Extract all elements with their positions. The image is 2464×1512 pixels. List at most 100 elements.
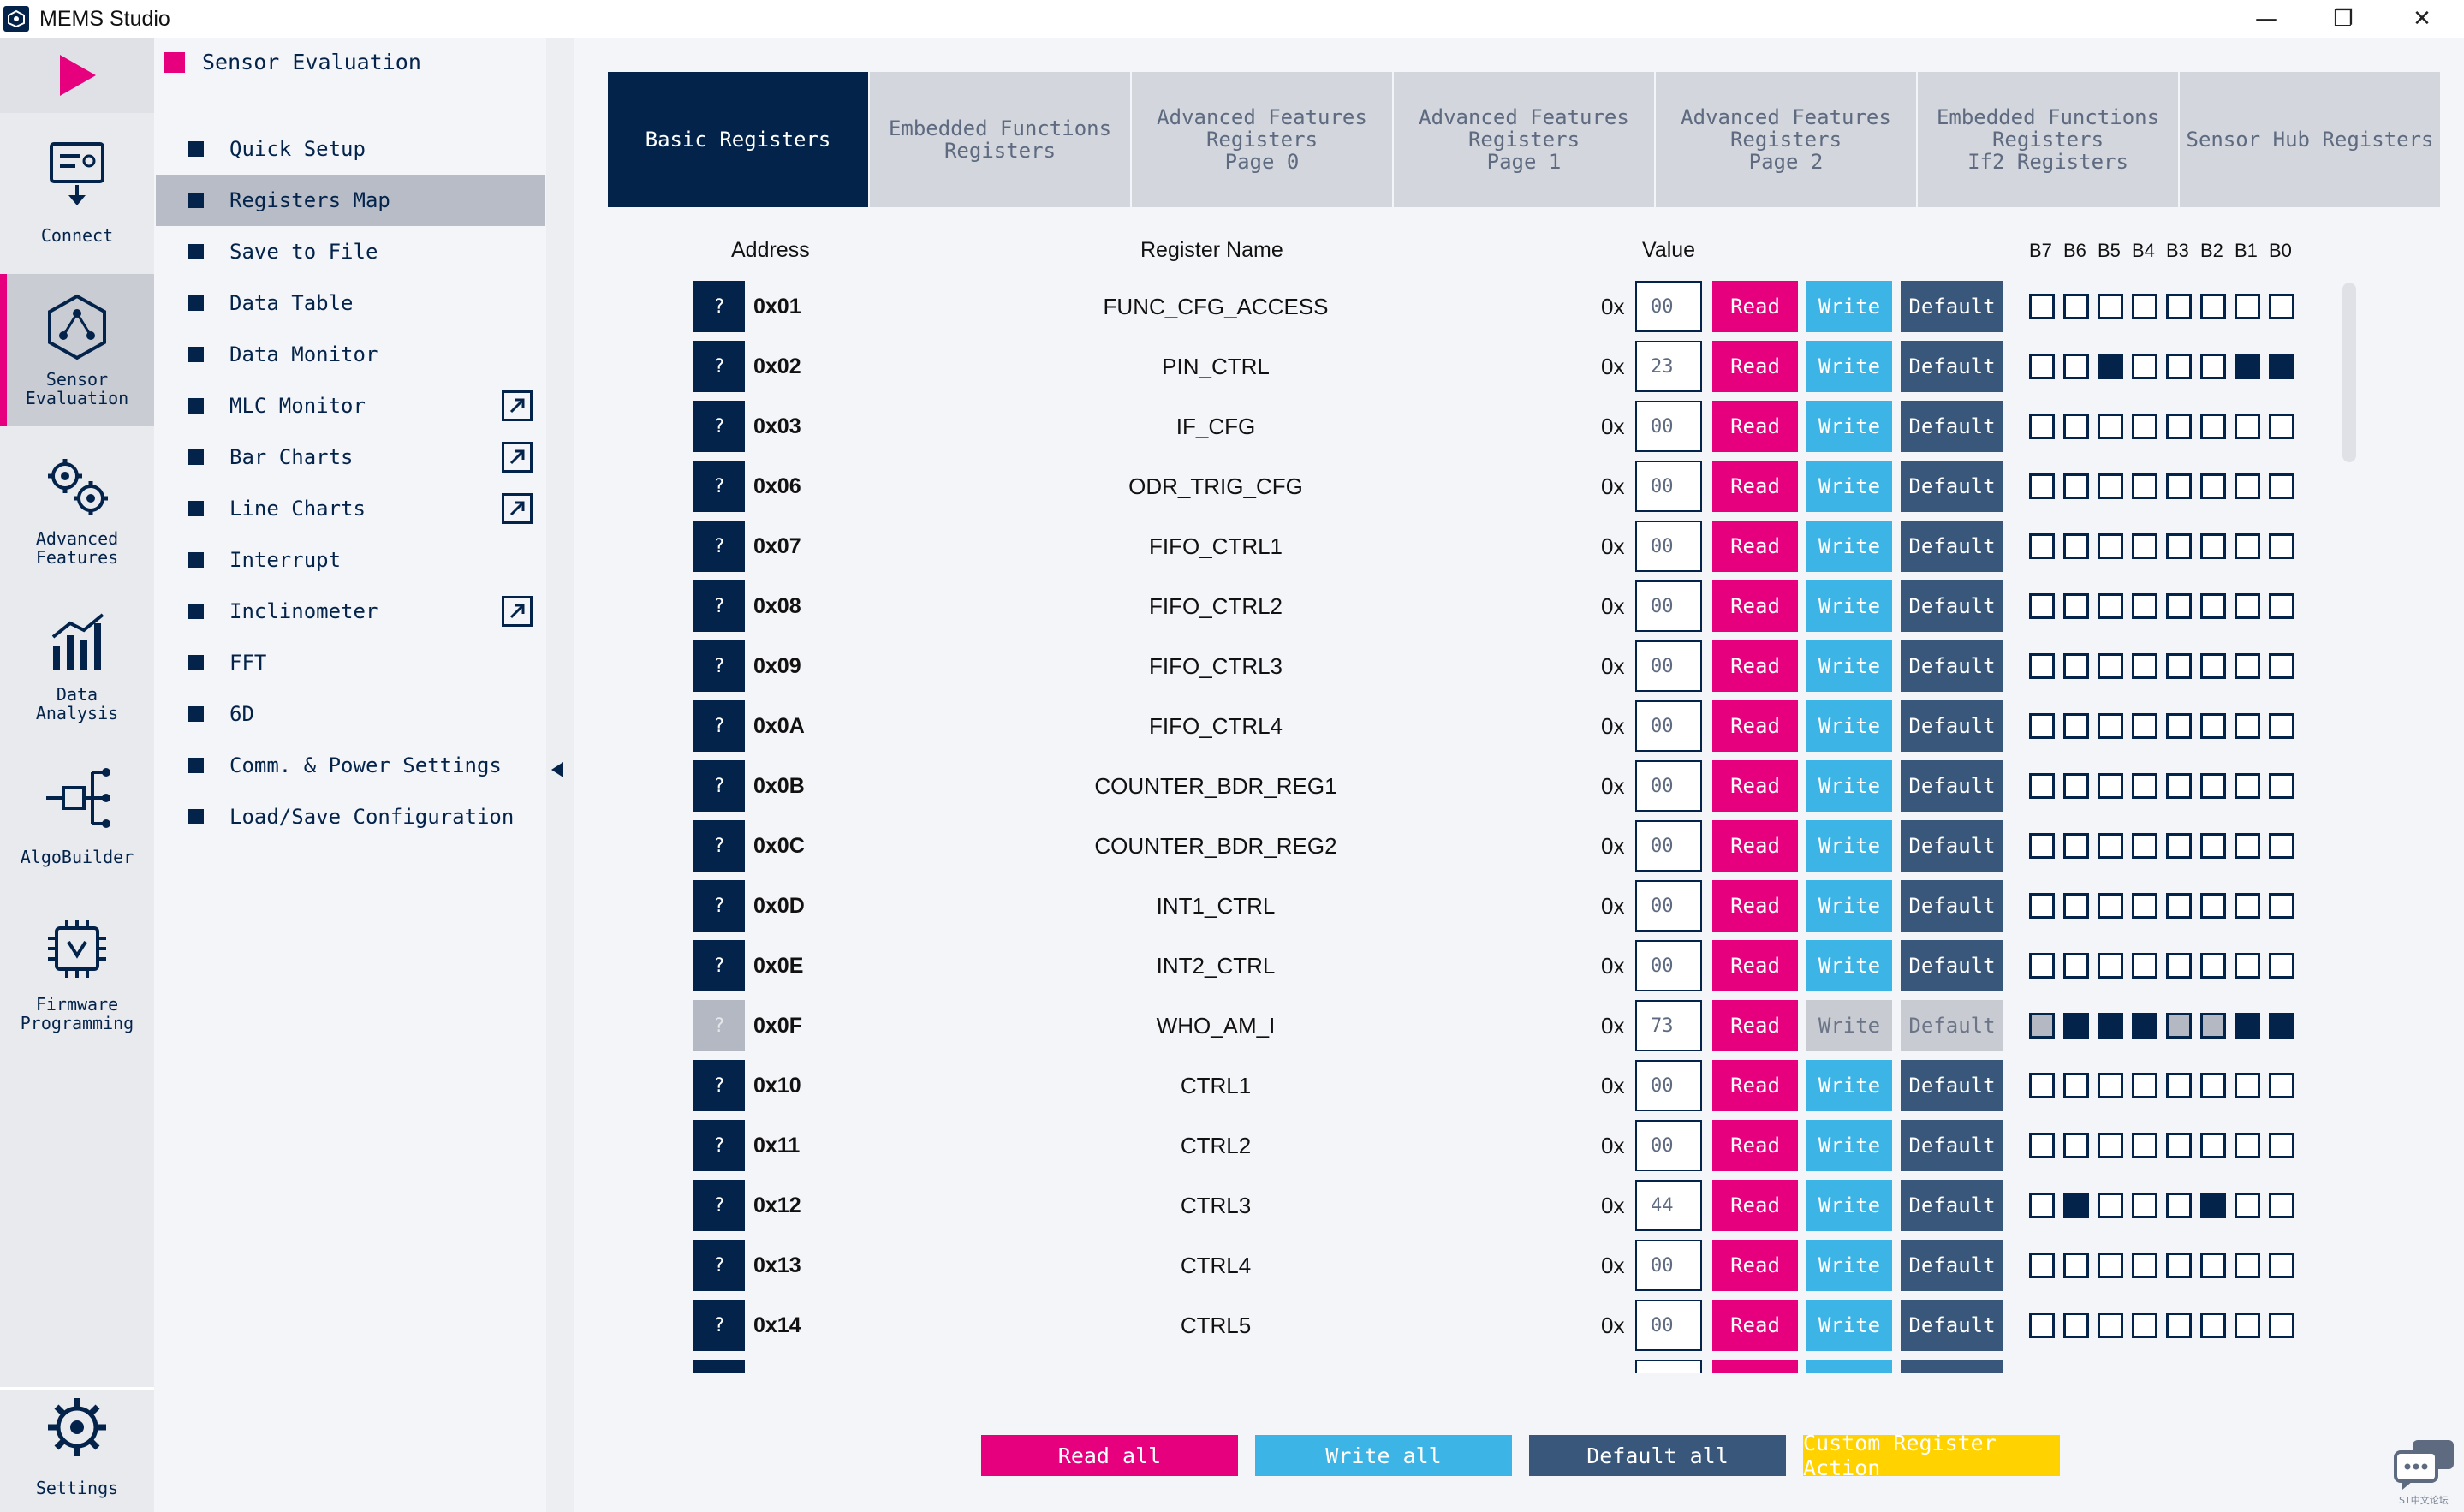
- bit-checkbox[interactable]: [2269, 1253, 2294, 1278]
- bit-checkbox[interactable]: [2269, 593, 2294, 619]
- bit-checkbox[interactable]: [2269, 294, 2294, 319]
- register-help-button[interactable]: ?: [693, 1240, 745, 1291]
- write-button[interactable]: Write: [1806, 281, 1892, 332]
- rail-item-sensor-evaluation[interactable]: Sensor Evaluation: [0, 274, 154, 426]
- open-external-icon[interactable]: [502, 390, 533, 421]
- bit-checkbox[interactable]: [2166, 354, 2192, 379]
- bit-checkbox[interactable]: [2200, 533, 2226, 559]
- register-help-button[interactable]: ?: [693, 341, 745, 392]
- bit-checkbox[interactable]: [2166, 893, 2192, 919]
- rail-item-data-analysis[interactable]: Data Analysis: [0, 611, 154, 757]
- bit-checkbox[interactable]: [2200, 294, 2226, 319]
- bit-checkbox[interactable]: [2166, 1073, 2192, 1098]
- bit-checkbox[interactable]: [2063, 653, 2089, 679]
- bit-checkbox[interactable]: [2132, 833, 2157, 859]
- register-tab[interactable]: Embedded Functions Registers If2 Registe…: [1918, 72, 2178, 207]
- bit-checkbox[interactable]: [2029, 713, 2055, 739]
- bit-checkbox[interactable]: [2132, 593, 2157, 619]
- bit-checkbox[interactable]: [2200, 354, 2226, 379]
- bit-checkbox[interactable]: [2132, 1133, 2157, 1158]
- register-value-field[interactable]: 23: [1635, 341, 1702, 392]
- bit-checkbox[interactable]: [2200, 653, 2226, 679]
- submenu-item[interactable]: Inclinometer: [156, 586, 545, 637]
- bit-checkbox[interactable]: [2269, 1073, 2294, 1098]
- rail-item-connect[interactable]: Connect: [0, 140, 154, 295]
- register-help-button[interactable]: ?: [693, 521, 745, 572]
- register-value-field[interactable]: 00: [1635, 640, 1702, 692]
- bit-checkbox[interactable]: [2063, 354, 2089, 379]
- read-all-button[interactable]: Read all: [981, 1435, 1238, 1476]
- bit-checkbox[interactable]: [2166, 773, 2192, 799]
- bit-checkbox[interactable]: [2132, 893, 2157, 919]
- bit-checkbox[interactable]: [2063, 1253, 2089, 1278]
- register-help-button[interactable]: ?: [693, 1120, 745, 1171]
- submenu-item[interactable]: Save to File: [156, 226, 545, 277]
- submenu-item[interactable]: Comm. & Power Settings: [156, 740, 545, 791]
- bit-checkbox[interactable]: [2132, 354, 2157, 379]
- read-button[interactable]: [1712, 1360, 1798, 1373]
- default-button[interactable]: Default: [1901, 281, 2003, 332]
- bit-checkbox[interactable]: [2029, 414, 2055, 439]
- register-help-button[interactable]: [693, 1360, 745, 1373]
- write-button[interactable]: Write: [1806, 880, 1892, 932]
- bit-checkbox[interactable]: [2269, 953, 2294, 979]
- write-button[interactable]: Write: [1806, 640, 1892, 692]
- register-help-button[interactable]: ?: [693, 640, 745, 692]
- write-button[interactable]: Write: [1806, 521, 1892, 572]
- register-help-button[interactable]: ?: [693, 940, 745, 991]
- bit-checkbox[interactable]: [2063, 1193, 2089, 1218]
- start-button[interactable]: [0, 38, 154, 113]
- bit-checkbox[interactable]: [2269, 533, 2294, 559]
- bit-checkbox[interactable]: [2029, 1313, 2055, 1338]
- bit-checkbox[interactable]: [2269, 833, 2294, 859]
- register-help-button[interactable]: ?: [693, 401, 745, 452]
- bit-checkbox[interactable]: [2098, 953, 2123, 979]
- rail-item-firmware-programming[interactable]: Firmware Programming: [0, 916, 154, 1070]
- collapse-panel-arrow-icon[interactable]: [551, 762, 563, 777]
- register-help-button[interactable]: ?: [693, 580, 745, 632]
- bit-checkbox[interactable]: [2063, 1073, 2089, 1098]
- write-button[interactable]: Write: [1806, 1300, 1892, 1351]
- register-value-field[interactable]: 00: [1635, 401, 1702, 452]
- bit-checkbox[interactable]: [2029, 773, 2055, 799]
- rail-item-settings[interactable]: Settings: [0, 1382, 154, 1510]
- default-button[interactable]: Default: [1901, 1060, 2003, 1111]
- submenu-item[interactable]: Line Charts: [156, 483, 545, 534]
- read-button[interactable]: Read: [1712, 1000, 1798, 1051]
- bit-checkbox[interactable]: [2235, 1253, 2260, 1278]
- register-tab[interactable]: Basic Registers: [608, 72, 868, 207]
- register-value-field[interactable]: 00: [1635, 281, 1702, 332]
- write-button[interactable]: Write: [1806, 1120, 1892, 1171]
- register-value-field[interactable]: 00: [1635, 580, 1702, 632]
- bit-checkbox[interactable]: [2098, 1193, 2123, 1218]
- open-external-icon[interactable]: [502, 493, 533, 524]
- bit-checkbox[interactable]: [2269, 893, 2294, 919]
- bit-checkbox[interactable]: [2063, 473, 2089, 499]
- bit-checkbox[interactable]: [2063, 533, 2089, 559]
- bit-checkbox[interactable]: [2098, 354, 2123, 379]
- bit-checkbox[interactable]: [2269, 414, 2294, 439]
- write-button[interactable]: Write: [1806, 461, 1892, 512]
- register-value-field[interactable]: 00: [1635, 461, 1702, 512]
- bit-checkbox[interactable]: [2235, 833, 2260, 859]
- register-tab[interactable]: Embedded Functions Registers: [870, 72, 1130, 207]
- read-button[interactable]: Read: [1712, 1120, 1798, 1171]
- minimize-button[interactable]: —: [2255, 6, 2277, 32]
- write-button[interactable]: Write: [1806, 401, 1892, 452]
- bit-checkbox[interactable]: [2166, 593, 2192, 619]
- read-button[interactable]: Read: [1712, 760, 1798, 812]
- write-all-button[interactable]: Write all: [1255, 1435, 1512, 1476]
- register-help-button[interactable]: ?: [693, 700, 745, 752]
- bit-checkbox[interactable]: [2235, 593, 2260, 619]
- bit-checkbox[interactable]: [2098, 833, 2123, 859]
- bit-checkbox[interactable]: [2063, 593, 2089, 619]
- submenu-item[interactable]: Registers Map: [156, 175, 545, 226]
- bit-checkbox[interactable]: [2098, 773, 2123, 799]
- default-button[interactable]: Default: [1901, 940, 2003, 991]
- bit-checkbox[interactable]: [2269, 1193, 2294, 1218]
- default-all-button[interactable]: Default all: [1529, 1435, 1786, 1476]
- register-value-field[interactable]: 00: [1635, 1060, 1702, 1111]
- bit-checkbox[interactable]: [2029, 1193, 2055, 1218]
- register-value-field[interactable]: 73: [1635, 1000, 1702, 1051]
- close-button[interactable]: ✕: [2413, 6, 2431, 32]
